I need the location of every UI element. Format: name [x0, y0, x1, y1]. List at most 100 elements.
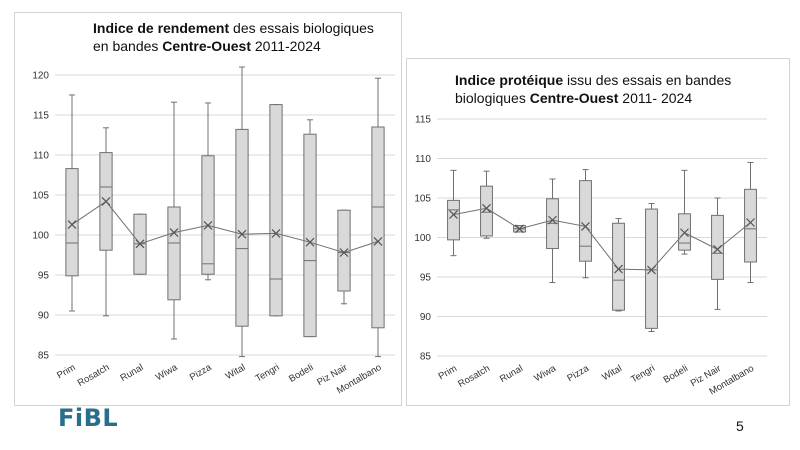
- mean-marker: [647, 265, 656, 275]
- iqr-box: [201, 155, 215, 275]
- mean-marker: [482, 203, 491, 213]
- title-part: 2011- 2024: [618, 90, 693, 106]
- x-category-label: Wital: [224, 362, 248, 382]
- y-tick-label: 100: [32, 231, 49, 242]
- title-part: Indice de rendement: [93, 20, 230, 36]
- x-category-label: Bodeli: [287, 362, 315, 385]
- title-part: Centre-Ouest: [529, 90, 619, 106]
- iqr-box: [711, 214, 724, 280]
- x-category-label: Wiwa: [154, 362, 180, 383]
- box-piz-nair: [711, 197, 724, 310]
- y-tick-label: 115: [33, 111, 49, 122]
- title-part: 2011-2024: [250, 38, 321, 54]
- box-montalbano: [371, 77, 385, 358]
- iqr-box: [579, 180, 592, 262]
- title-part: Centre-Ouest: [162, 38, 251, 54]
- y-tick-label: 120: [32, 71, 49, 82]
- box-wital: [612, 218, 625, 312]
- chart-title: Indice protéique issu des essais en band…: [455, 71, 775, 107]
- mean-marker: [135, 239, 145, 249]
- chart-panel-yield: Indice de rendement des essais biologiqu…: [14, 12, 402, 406]
- x-category-label: Runal: [498, 363, 525, 385]
- x-category-label: Pizza: [565, 363, 591, 384]
- mean-marker: [614, 264, 623, 274]
- iqr-box: [337, 209, 351, 292]
- title-part: Indice protéique: [455, 72, 564, 88]
- x-category-label: Wiwa: [532, 363, 558, 384]
- box-tengri: [269, 104, 283, 317]
- y-tick-label: 95: [420, 273, 432, 284]
- y-tick-label: 100: [414, 233, 431, 244]
- box-tengri: [645, 203, 658, 333]
- box-pizza: [579, 169, 592, 279]
- box-piz-nair: [337, 209, 351, 305]
- iqr-box: [167, 206, 181, 301]
- iqr-box: [480, 185, 493, 237]
- mean-marker: [271, 228, 281, 238]
- iqr-box: [269, 104, 283, 317]
- title-part: des essais biologiques en bandes: [93, 20, 374, 54]
- mean-line: [453, 207, 751, 271]
- mean-marker: [713, 244, 722, 254]
- iqr-box: [744, 188, 757, 263]
- y-tick-label: 115: [415, 115, 431, 126]
- x-category-label: Tengri: [254, 362, 282, 384]
- mean-marker: [203, 220, 213, 230]
- box-wital: [235, 66, 249, 358]
- mean-marker: [548, 215, 557, 225]
- box-wiwa: [167, 101, 181, 340]
- x-category-label: Wital: [600, 363, 624, 383]
- iqr-box: [447, 199, 460, 241]
- y-tick-label: 90: [420, 312, 432, 323]
- y-tick-label: 85: [38, 351, 50, 362]
- x-category-label: Prim: [55, 362, 77, 381]
- y-tick-label: 105: [32, 191, 49, 202]
- mean-marker: [515, 224, 524, 234]
- box-rosatch: [99, 127, 113, 317]
- box-rosatch: [480, 170, 493, 239]
- x-category-label: Prim: [437, 363, 459, 382]
- y-tick-label: 85: [420, 352, 432, 363]
- mean-marker: [237, 229, 247, 239]
- x-category-label: Runal: [118, 362, 145, 384]
- chart-panel-protein: Indice protéique issu des essais en band…: [406, 58, 790, 406]
- mean-marker: [305, 237, 315, 247]
- y-tick-label: 110: [415, 154, 431, 165]
- x-category-label: Tengri: [629, 363, 657, 385]
- mean-line: [71, 200, 379, 254]
- mean-marker: [449, 210, 458, 220]
- mean-marker: [67, 220, 77, 230]
- x-category-label: Rosatch: [76, 362, 112, 389]
- box-prim: [447, 169, 460, 257]
- box-bodeli: [303, 119, 317, 338]
- page-number: 5: [736, 418, 744, 434]
- box-wiwa: [546, 178, 559, 284]
- iqr-box: [612, 222, 625, 311]
- box-bodeli: [678, 169, 691, 255]
- y-tick-label: 90: [38, 311, 50, 322]
- title-part: issu des essais en bandes biologiques: [455, 72, 732, 106]
- mean-marker: [746, 218, 755, 227]
- mean-marker: [101, 196, 111, 206]
- y-tick-label: 105: [414, 194, 431, 205]
- x-category-label: Pizza: [188, 362, 214, 383]
- mean-marker: [680, 228, 689, 238]
- iqr-box: [645, 208, 658, 329]
- x-category-label: Bodeli: [662, 363, 690, 386]
- mean-marker: [339, 248, 349, 258]
- box-pizza: [201, 102, 215, 281]
- mean-marker: [373, 236, 383, 246]
- box-montalbano: [744, 161, 757, 284]
- iqr-box: [65, 168, 79, 277]
- mean-marker: [169, 228, 179, 238]
- iqr-box: [371, 126, 385, 329]
- chart-title: Indice de rendement des essais biologiqu…: [93, 19, 393, 55]
- box-prim: [65, 94, 79, 312]
- iqr-box: [235, 128, 249, 327]
- iqr-box: [303, 133, 317, 338]
- y-tick-label: 95: [38, 271, 50, 282]
- y-tick-label: 110: [33, 151, 49, 162]
- mean-marker: [581, 222, 590, 231]
